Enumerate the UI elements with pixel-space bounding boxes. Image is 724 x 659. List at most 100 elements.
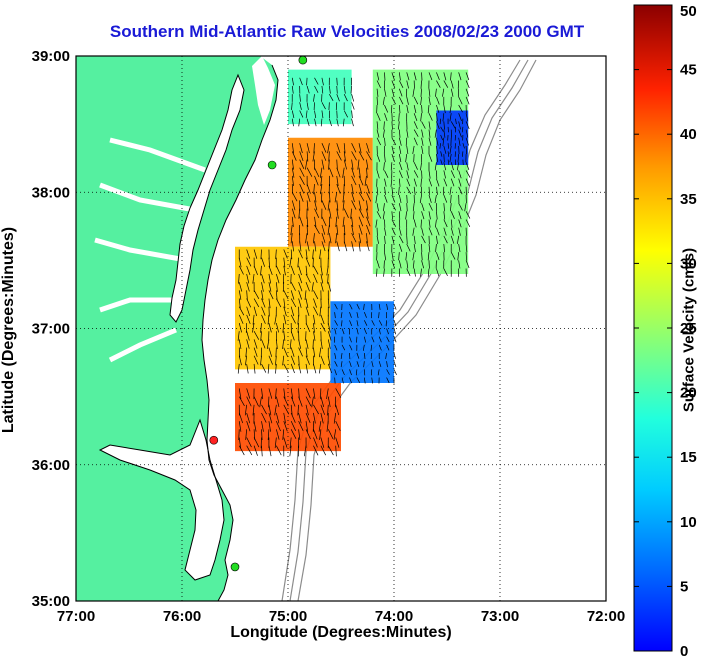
velocity-arrow <box>261 445 263 457</box>
y-tick-labels: 35:00 36:00 37:00 38:00 39:00 <box>32 48 70 610</box>
velocity-arrow <box>282 339 285 350</box>
velocity-arrow <box>298 282 303 292</box>
velocity-arrow <box>335 233 338 244</box>
velocity-arrow <box>326 265 329 276</box>
velocity-arrow <box>261 314 266 324</box>
velocity-arrow <box>276 273 280 284</box>
velocity-arrow <box>261 306 266 316</box>
velocity-arrow <box>275 249 277 260</box>
velocity-arrow <box>398 72 401 81</box>
velocity-arrow <box>313 388 316 400</box>
velocity-arrow <box>384 72 386 81</box>
velocity-arrow <box>383 121 385 130</box>
velocity-arrow <box>313 298 317 308</box>
velocity-arrow <box>366 143 370 154</box>
velocity-arrow <box>398 186 400 195</box>
velocity-arrow <box>398 129 401 138</box>
velocity-arrow <box>398 137 402 146</box>
velocity-arrow <box>443 145 447 154</box>
velocity-arrow <box>305 396 312 407</box>
velocity-arrow <box>428 227 433 236</box>
velocity-arrow <box>313 314 316 325</box>
velocity-arrow <box>398 243 403 252</box>
velocity-arrow <box>449 186 452 195</box>
velocity-arrow <box>334 328 337 335</box>
velocity-arrow <box>443 162 447 171</box>
velocity-arrow <box>351 184 354 195</box>
plot-frame <box>75 55 607 602</box>
velocity-arrow <box>290 290 295 300</box>
velocity-arrow <box>297 323 299 333</box>
velocity-arrow <box>398 154 402 163</box>
velocity-arrow <box>413 186 416 195</box>
velocity-arrow <box>253 331 260 340</box>
velocity-arrow <box>413 104 417 114</box>
velocity-arrow <box>465 243 468 253</box>
velocity-arrow <box>336 77 338 86</box>
velocity-arrow <box>376 129 380 138</box>
velocity-arrow <box>428 96 431 105</box>
velocity-arrow <box>370 344 373 351</box>
velocity-arrow <box>246 273 250 284</box>
velocity-arrow <box>405 252 408 261</box>
velocity-arrow <box>321 216 327 227</box>
velocity-arrow <box>436 96 440 105</box>
velocity-arrow <box>421 129 424 138</box>
velocity-arrow <box>282 429 285 440</box>
velocity-arrow <box>336 224 339 236</box>
velocity-arrow <box>305 363 309 374</box>
velocity-arrow <box>253 363 256 374</box>
velocity-arrow <box>465 260 470 269</box>
y-tick-label: 36:00 <box>32 457 70 474</box>
velocity-arrow <box>261 290 264 300</box>
velocity-arrow <box>458 260 461 269</box>
velocity-arrow <box>351 151 357 161</box>
velocity-arrow <box>376 137 381 146</box>
velocity-arrow <box>458 104 463 113</box>
velocity-arrow <box>398 80 404 88</box>
velocity-arrow <box>406 145 409 155</box>
velocity-arrow <box>458 129 462 138</box>
velocity-arrow <box>299 143 303 154</box>
velocity-arrow <box>342 167 345 178</box>
velocity-arrow <box>421 121 426 129</box>
velocity-arrow <box>378 320 383 326</box>
velocity-arrow <box>336 85 338 94</box>
velocity-arrow <box>291 216 294 227</box>
velocity-arrow <box>320 396 325 408</box>
velocity-arrow <box>314 175 319 186</box>
velocity-arrow <box>305 257 311 267</box>
velocity-arrow <box>465 137 469 146</box>
velocity-arrow <box>238 347 241 358</box>
velocity-arrow <box>334 361 338 367</box>
x-tick-label: 74:00 <box>375 608 413 625</box>
velocity-arrow <box>328 85 331 94</box>
velocity-arrow <box>245 429 248 440</box>
velocity-arrow <box>434 129 437 138</box>
velocity-arrow <box>283 347 288 357</box>
velocity-arrow <box>351 110 353 119</box>
velocity-arrow <box>290 314 296 324</box>
velocity-arrow <box>406 268 411 277</box>
velocity-arrow <box>305 306 310 316</box>
velocity-arrow <box>313 445 319 456</box>
velocity-arrow <box>391 145 395 154</box>
velocity-arrow <box>376 96 378 106</box>
velocity-arrow <box>306 183 311 194</box>
velocity-arrow <box>412 252 415 261</box>
velocity-arrow <box>290 224 293 236</box>
velocity-arrow <box>245 347 248 358</box>
colorbar-tick-label: 30 <box>680 255 697 272</box>
velocity-arrow <box>276 265 281 275</box>
velocity-arrow <box>443 211 446 220</box>
velocity-arrow <box>313 290 319 300</box>
velocity-arrow <box>351 192 355 203</box>
velocity-arrow <box>383 268 385 277</box>
velocity-arrow <box>267 363 270 374</box>
velocity-arrow <box>349 361 352 368</box>
velocity-arrow <box>351 216 354 227</box>
velocity-arrow <box>351 175 357 186</box>
velocity-arrow <box>291 110 295 119</box>
velocity-arrow <box>447 151 450 157</box>
velocity-arrow <box>461 126 464 133</box>
